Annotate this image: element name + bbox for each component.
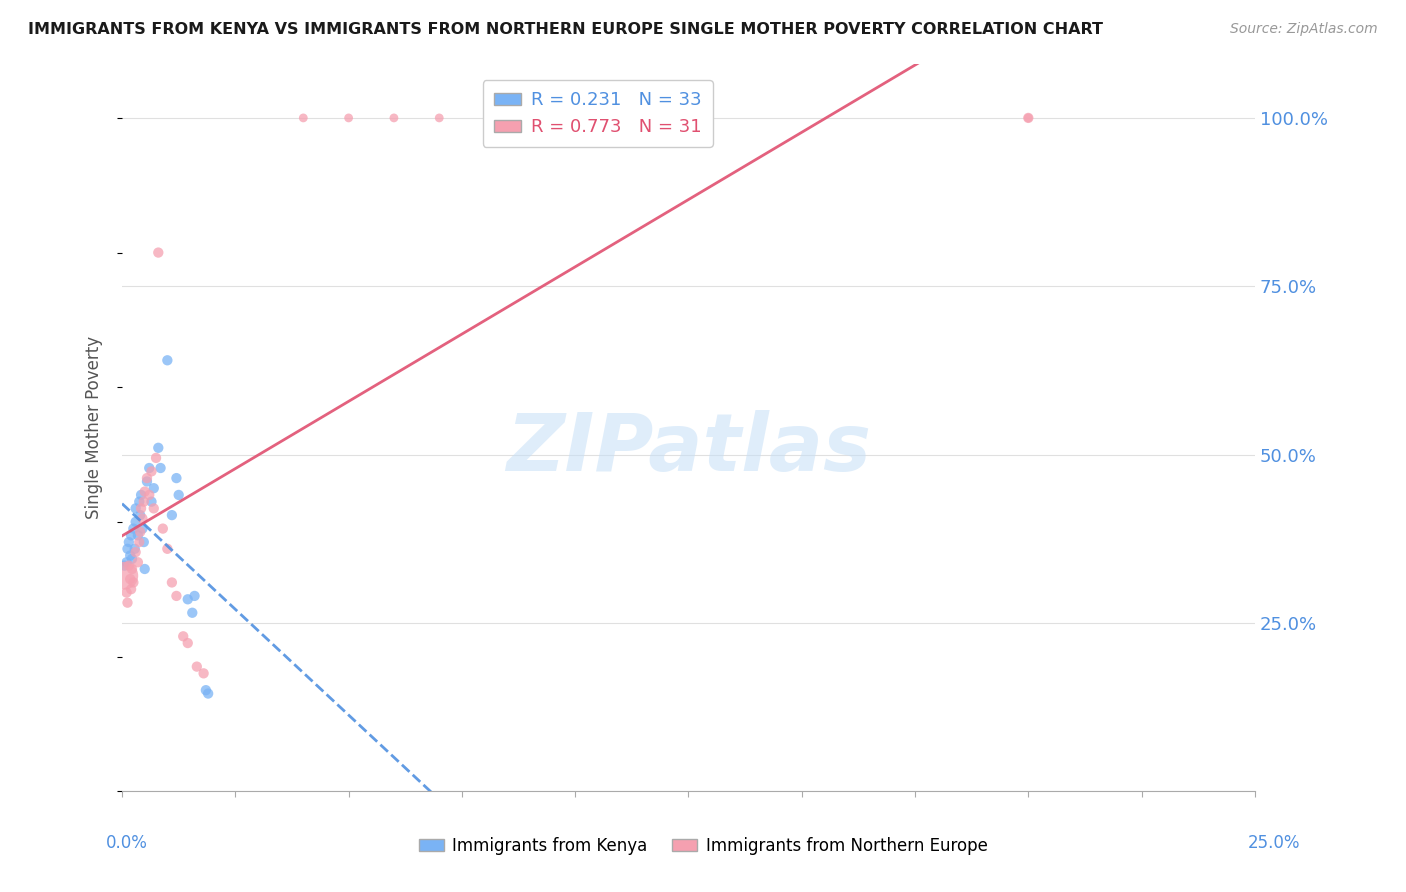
Point (167, 488, 190, 502)
Point (115, 585, 138, 599)
Point (149, 461, 172, 475)
Point (131, 522, 153, 536)
Point (136, 471, 159, 485)
Point (122, 522, 145, 536)
Text: 25.0%: 25.0% (1249, 834, 1301, 852)
Point (129, 508, 152, 523)
Point (127, 528, 149, 542)
Point (181, 606, 204, 620)
Point (117, 541, 139, 556)
Point (152, 522, 174, 536)
Point (136, 475, 159, 489)
Point (1017, 111, 1039, 125)
Point (121, 562, 143, 576)
Point (129, 524, 152, 539)
Legend: Immigrants from Kenya, Immigrants from Northern Europe: Immigrants from Kenya, Immigrants from N… (412, 830, 994, 862)
Point (122, 575, 145, 590)
Point (160, 575, 183, 590)
Point (156, 353, 179, 368)
Point (148, 441, 170, 455)
Text: IMMIGRANTS FROM KENYA VS IMMIGRANTS FROM NORTHERN EUROPE SINGLE MOTHER POVERTY C: IMMIGRANTS FROM KENYA VS IMMIGRANTS FROM… (28, 22, 1104, 37)
Point (124, 545, 146, 559)
Point (292, 111, 315, 125)
Legend: R = 0.231   N = 33, R = 0.773   N = 31: R = 0.231 N = 33, R = 0.773 N = 31 (482, 80, 713, 147)
Point (112, 558, 135, 573)
Point (118, 535, 141, 549)
Point (118, 558, 141, 573)
Point (132, 494, 155, 508)
Text: ZIPatlas: ZIPatlas (506, 410, 870, 489)
Point (138, 461, 160, 475)
Point (131, 511, 153, 525)
Point (337, 111, 360, 125)
Point (382, 111, 405, 125)
Point (124, 515, 146, 529)
Point (129, 501, 152, 516)
Point (1017, 111, 1039, 125)
Point (193, 666, 215, 681)
Point (160, 508, 183, 523)
Point (183, 589, 205, 603)
Point (134, 484, 156, 499)
Point (197, 687, 219, 701)
Point (124, 501, 146, 516)
Point (120, 582, 142, 597)
Point (124, 541, 146, 556)
Point (112, 568, 135, 582)
Text: 0.0%: 0.0% (105, 834, 148, 852)
Point (427, 111, 450, 125)
Point (177, 636, 200, 650)
Point (172, 629, 194, 643)
Y-axis label: Single Mother Poverty: Single Mother Poverty (86, 336, 103, 519)
Point (165, 471, 187, 485)
Point (141, 464, 163, 478)
Point (145, 450, 167, 465)
Point (142, 501, 165, 516)
Point (117, 596, 139, 610)
Point (115, 555, 138, 569)
Point (165, 589, 187, 603)
Text: Source: ZipAtlas.com: Source: ZipAtlas.com (1230, 22, 1378, 37)
Point (141, 494, 163, 508)
Point (120, 528, 142, 542)
Point (186, 659, 208, 673)
Point (177, 592, 200, 607)
Point (148, 245, 170, 260)
Point (138, 488, 160, 502)
Point (142, 481, 165, 495)
Point (128, 535, 150, 549)
Point (134, 562, 156, 576)
Point (120, 572, 142, 586)
Point (121, 552, 143, 566)
Point (120, 549, 142, 563)
Point (132, 535, 155, 549)
Point (128, 494, 150, 508)
Point (156, 541, 179, 556)
Point (129, 488, 152, 502)
Point (194, 683, 217, 698)
Point (127, 555, 149, 569)
